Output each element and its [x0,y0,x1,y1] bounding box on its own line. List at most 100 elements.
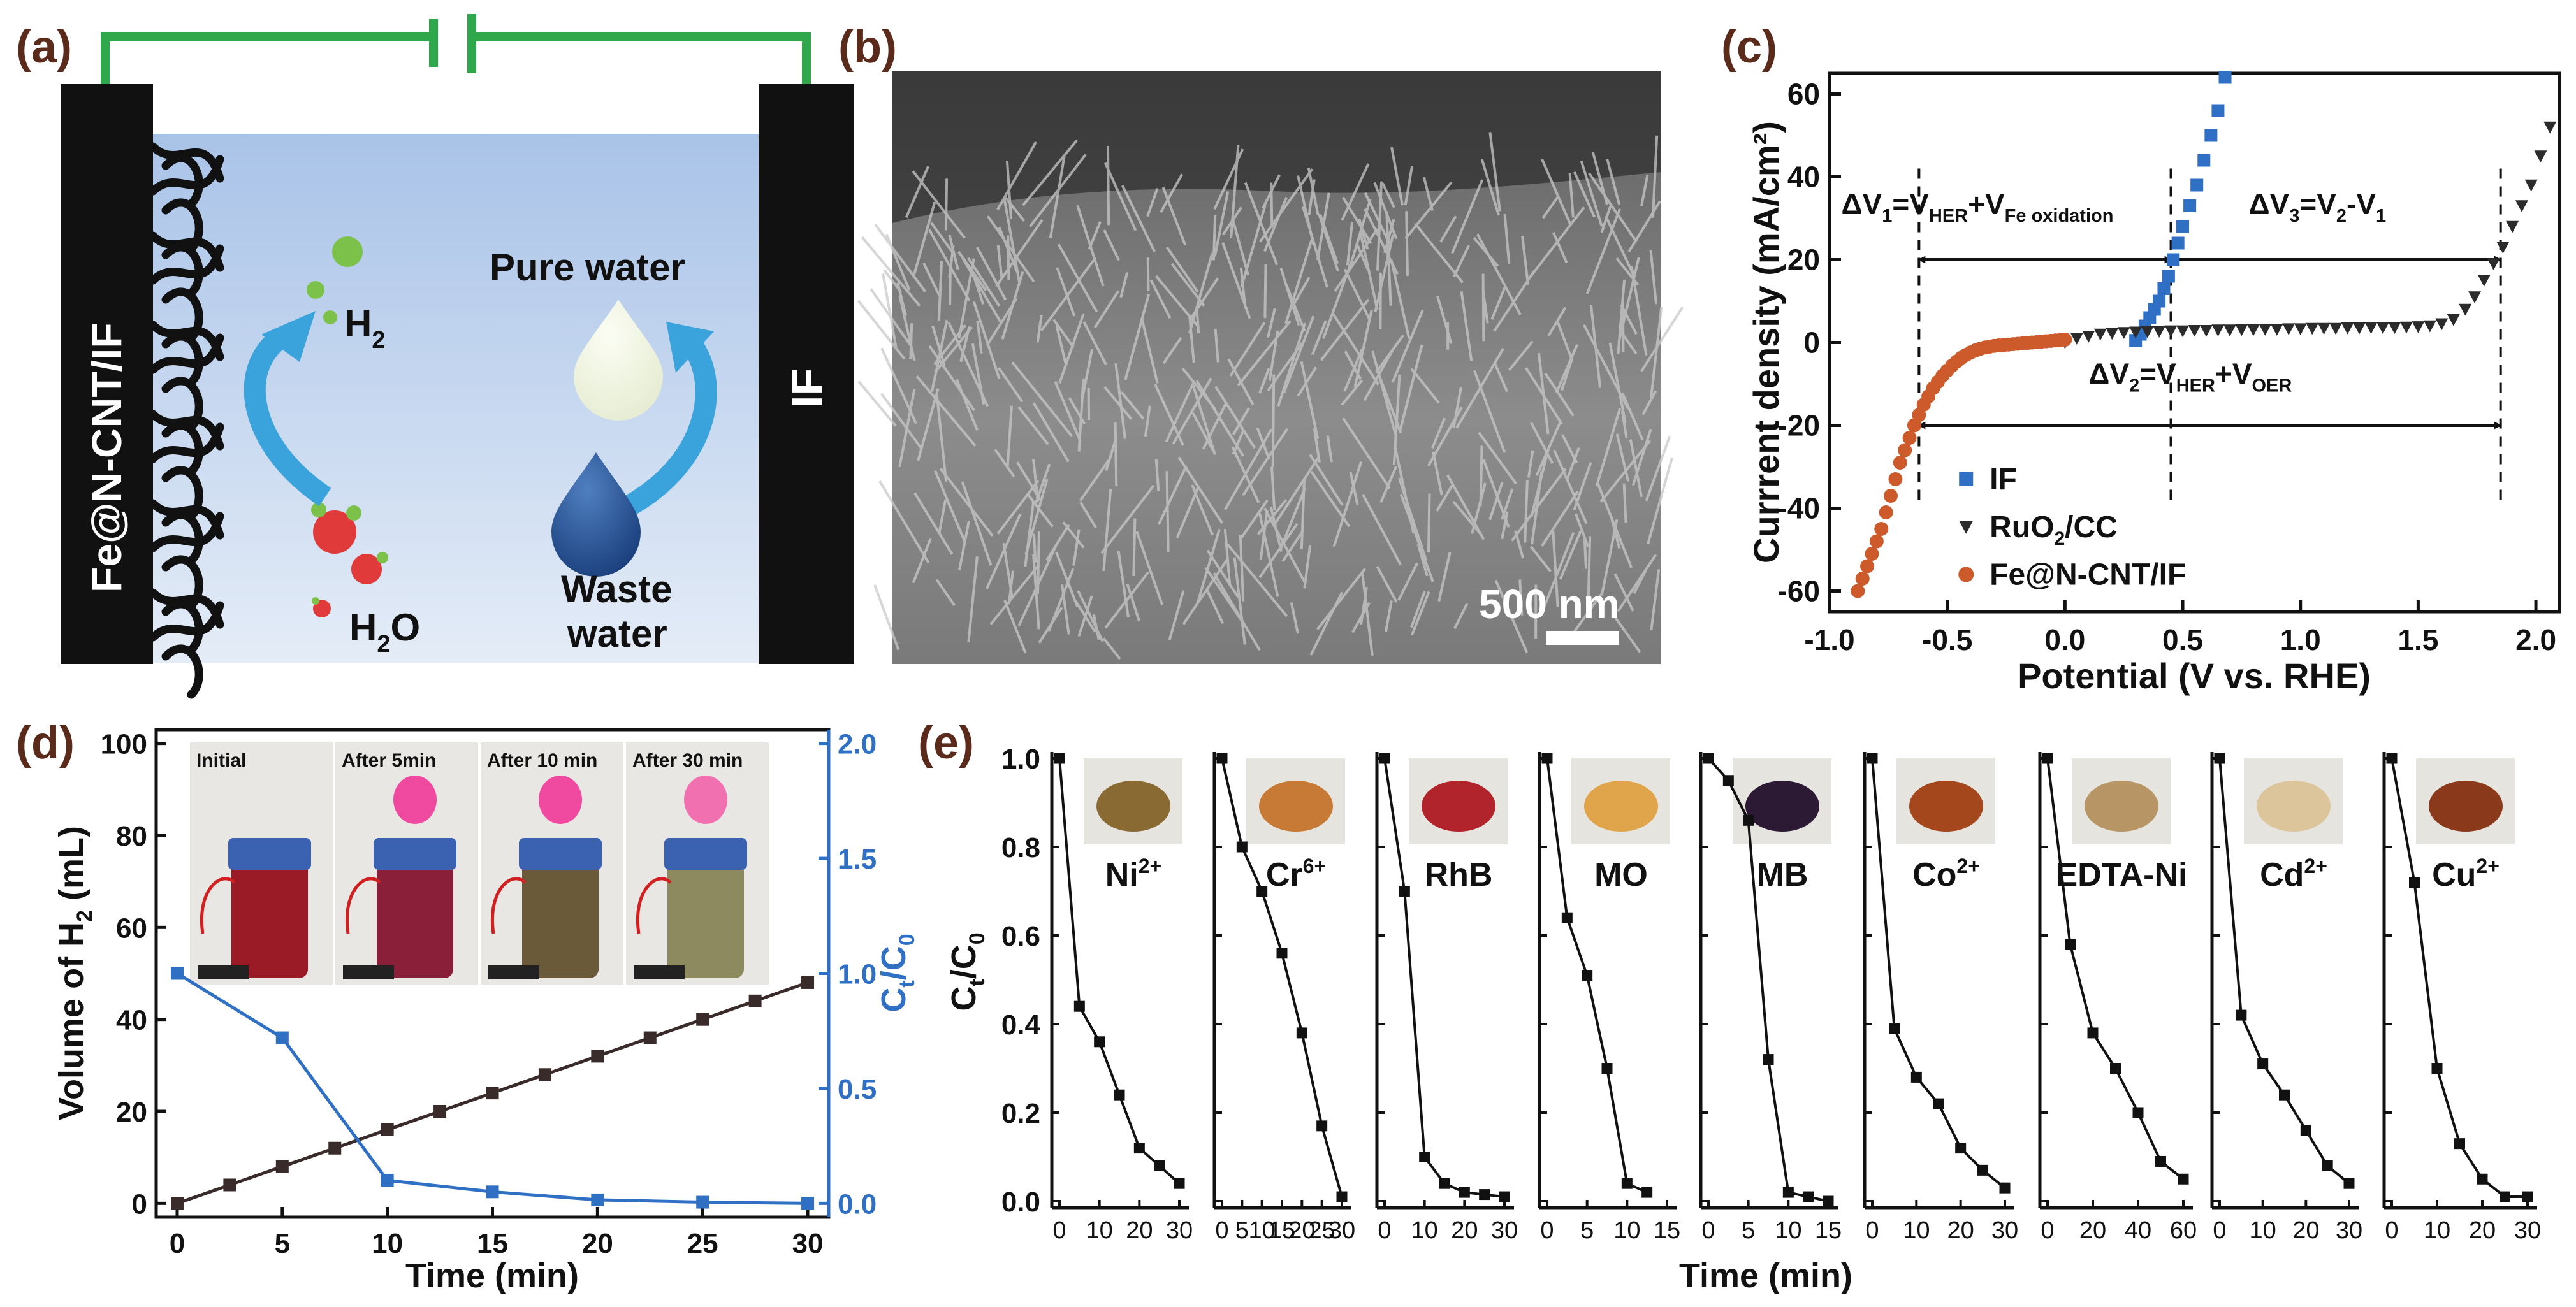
nanotube-strand [1104,571,1149,629]
nanotube-strand [1003,600,1027,654]
data-point [1763,1054,1774,1065]
cnt-fiber [149,601,224,642]
nanotube-strand [1082,349,1094,395]
data-point [1114,1089,1125,1101]
data-point [2431,1063,2443,1074]
nanotube-strand [1054,380,1082,442]
cnt-fiber [161,421,203,476]
wire-lead [346,877,381,934]
nanotube-strand [1375,368,1402,434]
y-tick-label-d: 100 [101,729,147,760]
h2o-label: H2O [349,606,420,658]
nanotube-strand [1422,177,1434,211]
cnt-fiber [149,588,224,629]
nanotube-strand [1140,319,1159,384]
nanotube-strand [1011,361,1073,437]
legend-label: Fe@N-CNT/IF [1990,558,2186,592]
nanotube-strand [1521,235,1530,285]
legend-c: IF RuO2/CC Fe@N-CNT/IF [1958,463,2186,592]
subplot-label: Cd2+ [2260,855,2327,893]
data-point [1379,753,1390,764]
nanotube-strand [1488,132,1501,212]
data-point [2236,1009,2247,1021]
waste-water-label: water [567,612,667,655]
nanotube-strand [1630,266,1648,356]
nanotube-strand [1055,325,1067,364]
cnt-fiber [149,499,224,540]
y-tick-label-d: 20 [116,1097,147,1128]
subplot-x-tick-label: 10 [2424,1217,2450,1244]
nanotube-strand [1535,420,1562,477]
subplot-x-tick-label: 0 [1865,1217,1879,1244]
data-point [2132,1107,2144,1118]
nanotube-strand [994,449,1015,477]
nanotube-strand [1316,192,1330,261]
nanotube-strand [1197,528,1221,603]
subplot-x-tick-label: 0 [1378,1217,1391,1244]
nanotube-strand [1617,279,1626,354]
x-tick-label-c: 2.0 [2515,623,2556,656]
nanotube-strand [1346,222,1354,266]
data-point-fencntif [1898,443,1912,458]
nanotube-strand [989,565,1040,625]
axis-ticks-e: 0.0 0.2 0.4 0.6 0.8 1.0 [1001,744,1041,1218]
data-point-fencntif [1893,456,1907,470]
cnt-fiber [149,321,224,361]
y-tick-label-c: 0 [1803,326,1820,359]
powder-sample [1745,781,1819,832]
nanotube-strand [1399,493,1434,582]
nanotube-strand [1049,155,1066,238]
powder-sample [1096,781,1170,832]
data-point [1479,1189,1490,1201]
anode-label: IF [782,368,832,408]
data-point-ruocc [2246,324,2260,336]
nanotube-strand [1371,350,1397,436]
subplot-x-tick-label: 10 [2250,1217,2276,1244]
nanotube-strand [1326,435,1333,463]
nanotube-strand [1427,406,1463,467]
nanotube-strand [1481,291,1489,324]
cnt-fiber [161,154,203,208]
y-tick-label-c: 20 [1787,243,1820,277]
h2o-molecule [312,597,319,605]
data-point [1955,1143,1967,1154]
nanotube-strand [1585,208,1622,294]
nanotube-strand [1077,590,1104,642]
nanotube-strand [1231,217,1249,276]
y-tick-label-d: 80 [116,821,147,852]
data-point [2110,1063,2121,1074]
nanotube-strand [1181,367,1217,410]
nanotube-strand [1160,173,1184,213]
data-point [1256,886,1268,897]
nanotube-strand [1397,562,1419,601]
subplot-x-tick-label: 10 [1411,1217,1438,1244]
nanotube-strand [1281,531,1303,562]
nanotube-strand [1529,545,1552,573]
data-point-ruocc [2534,150,2547,162]
data-point-ruocc [2543,121,2557,134]
nanotube-strand [1364,192,1392,246]
nanotube-strand [1617,257,1640,343]
nanotube-strand [1270,466,1276,511]
y2-tick-label-d: 1.5 [838,844,877,875]
nanotube-strand [1542,532,1575,610]
nanotube-strand [1570,593,1603,637]
nanotube-strand [1268,330,1279,381]
nanotube-strand [1267,308,1276,338]
h2o-molecule [311,502,326,517]
x-axis-label-c: Potential (V vs. RHE) [2018,656,2371,696]
y-tick-label-e: 0.6 [1001,921,1040,952]
nanotube-strand [913,201,936,275]
nanotube-strand [944,178,949,231]
nanotube-strand [971,271,985,305]
annotation-dv2: ΔV2=VHER+VOER [2088,357,2292,396]
annotation-dv3: ΔV3=V2-V1 [2248,187,2386,226]
nanotube-strand [1629,439,1643,498]
cnt-fiber [149,333,224,374]
data-point-if [2176,220,2190,233]
data-point [1439,1178,1450,1189]
y-tick-label-c: -20 [1778,409,1820,442]
panel-label-a: (a) [16,22,72,73]
nanotube-strand [935,395,948,482]
